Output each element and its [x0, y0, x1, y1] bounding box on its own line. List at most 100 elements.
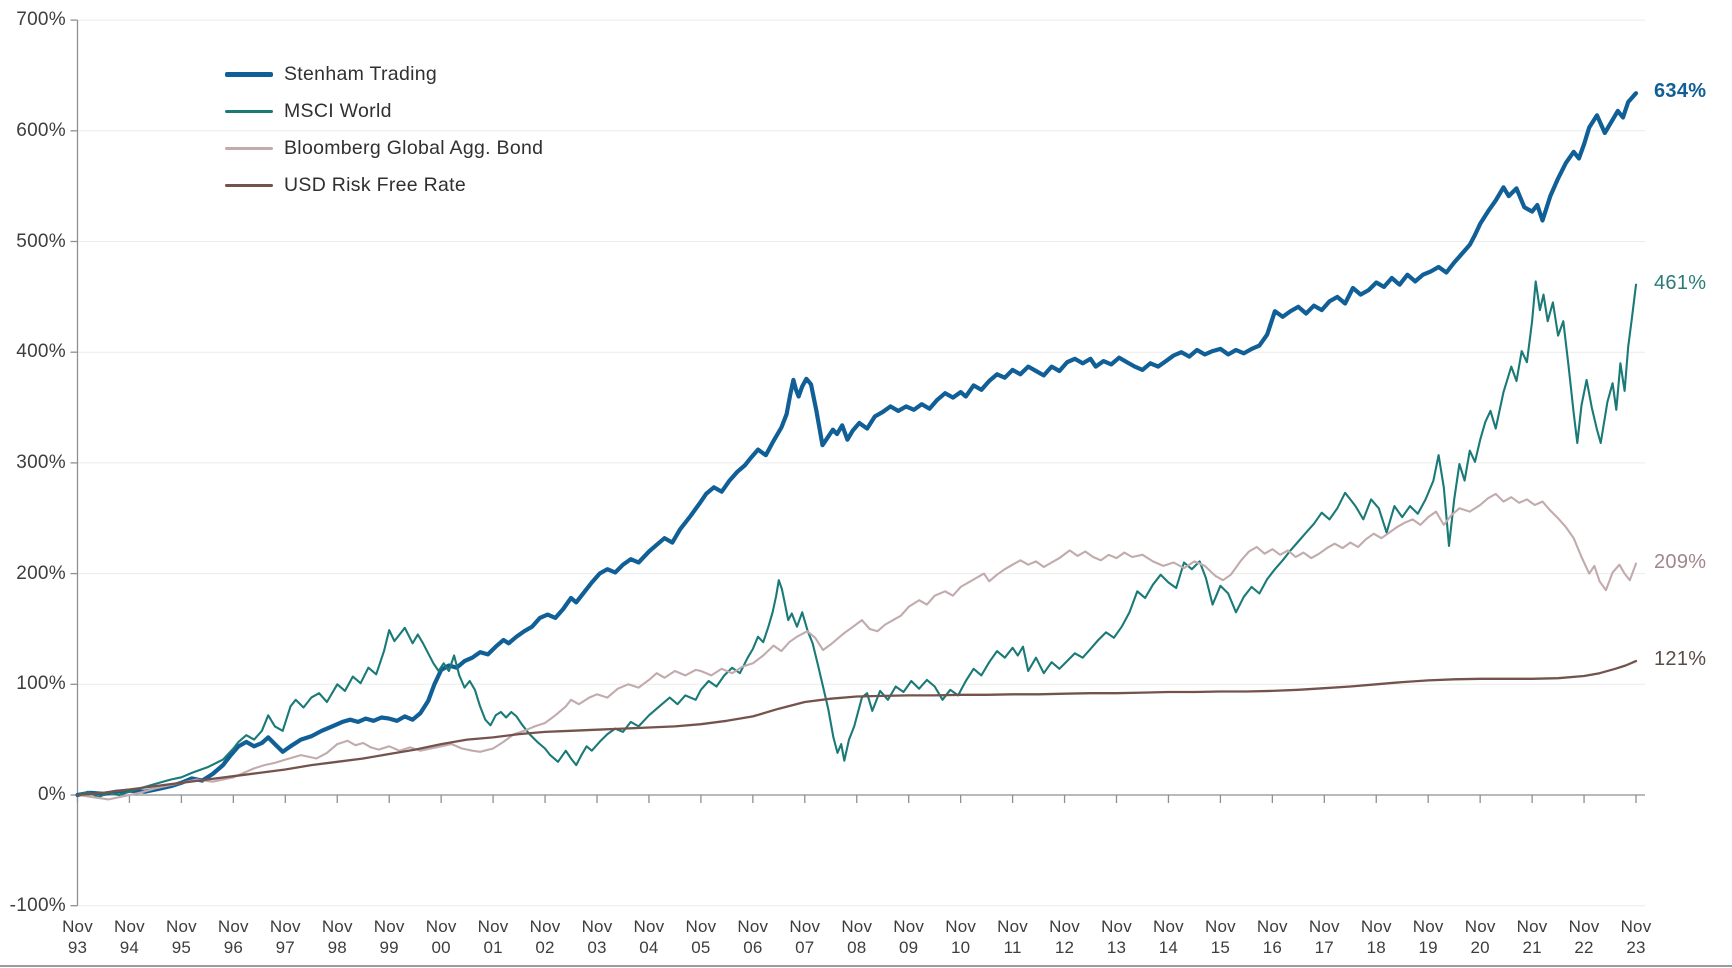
x-tick-month: Nov — [321, 917, 353, 936]
x-tick-year: 17 — [1314, 938, 1334, 957]
x-tick-year: 16 — [1262, 938, 1282, 957]
x-tick-label: Nov 93 — [50, 916, 106, 958]
x-tick-label: Nov 14 — [1140, 916, 1196, 958]
legend-item-stenham-trading: Stenham Trading — [225, 56, 543, 93]
series-line-bloomberg-global-agg-bond — [76, 492, 1638, 801]
x-tick-month: Nov — [581, 917, 613, 936]
x-tick-label: Nov 99 — [361, 916, 417, 958]
legend: Stenham Trading MSCI World Bloomberg Globa… — [225, 56, 543, 204]
x-tick-year: 05 — [691, 938, 711, 957]
x-tick-year: 00 — [431, 938, 451, 957]
y-tick-label: 600% — [16, 119, 66, 141]
x-tick-year: 19 — [1418, 938, 1438, 957]
x-tick-month: Nov — [114, 917, 145, 936]
x-tick-month: Nov — [945, 917, 977, 936]
legend-swatch-usd-risk-free-rate — [225, 184, 273, 187]
x-tick-year: 10 — [950, 938, 971, 957]
series-line-msci-world — [76, 280, 1638, 799]
x-tick-month: Nov — [633, 917, 665, 936]
x-tick-month: Nov — [1049, 917, 1080, 936]
x-tick-year: 06 — [743, 938, 763, 957]
series-line-usd-risk-free-rate — [76, 659, 1638, 797]
x-tick-year: 01 — [483, 938, 503, 957]
series-line-stenham-trading — [75, 91, 1639, 798]
x-tick-month: Nov — [373, 917, 405, 936]
x-tick-year: 21 — [1522, 938, 1542, 957]
x-tick-year: 04 — [639, 938, 659, 957]
x-tick-label: Nov 02 — [517, 916, 573, 958]
y-tick-label: 100% — [16, 673, 66, 695]
y-tick-label: 300% — [16, 451, 66, 473]
x-tick-label: Nov 13 — [1089, 916, 1145, 958]
x-tick-month: Nov — [1568, 917, 1600, 936]
series-end-label-usd-risk-free-rate: 121% — [1654, 648, 1707, 671]
x-tick-label: Nov 19 — [1400, 916, 1456, 958]
x-tick-label: Nov 17 — [1296, 916, 1352, 958]
series-end-label-stenham-trading: 634% — [1654, 80, 1707, 103]
x-tick-year: 03 — [587, 938, 607, 957]
x-tick-label: Nov 18 — [1348, 916, 1404, 958]
y-tick-label: 200% — [16, 562, 66, 584]
x-tick-year: 20 — [1470, 938, 1490, 957]
x-tick-month: Nov — [1360, 917, 1392, 936]
x-tick-year: 98 — [327, 938, 347, 957]
x-tick-label: Nov 98 — [309, 916, 365, 958]
x-tick-month: Nov — [841, 917, 873, 936]
x-tick-label: Nov 96 — [205, 916, 261, 958]
x-tick-label: Nov 12 — [1037, 916, 1093, 958]
x-tick-year: 14 — [1158, 938, 1179, 957]
legend-label: USD Risk Free Rate — [284, 174, 467, 196]
x-tick-month: Nov — [1308, 917, 1340, 936]
y-tick-label: 700% — [16, 9, 66, 31]
y-tick-label: 0% — [37, 784, 66, 805]
x-tick-year: 15 — [1210, 938, 1231, 957]
bottom-divider — [0, 965, 1732, 967]
x-tick-label: Nov 22 — [1556, 916, 1612, 958]
x-tick-label: Nov 09 — [881, 916, 937, 958]
x-tick-year: 11 — [1003, 938, 1022, 957]
legend-swatch-stenham-trading — [225, 72, 273, 77]
x-tick-label: Nov 21 — [1504, 916, 1560, 958]
x-tick-label: Nov 15 — [1192, 916, 1248, 958]
legend-item-usd-risk-free-rate: USD Risk Free Rate — [225, 167, 543, 204]
x-tick-label: Nov 94 — [101, 916, 157, 958]
legend-label: Bloomberg Global Agg. Bond — [284, 137, 544, 159]
x-tick-label: Nov 08 — [829, 916, 885, 958]
x-tick-month: Nov — [737, 917, 769, 936]
x-tick-year: 09 — [899, 938, 919, 957]
x-tick-month: Nov — [1412, 917, 1444, 936]
x-tick-month: Nov — [1256, 917, 1288, 936]
x-tick-year: 96 — [223, 938, 243, 957]
x-tick-month: Nov — [62, 917, 93, 936]
x-tick-year: 08 — [847, 938, 867, 957]
x-tick-year: 18 — [1366, 938, 1386, 957]
x-tick-label: Nov 97 — [257, 916, 313, 958]
x-tick-month: Nov — [1204, 917, 1236, 936]
legend-label: MSCI World — [284, 100, 392, 122]
x-tick-month: Nov — [1620, 917, 1652, 936]
x-tick-year: 02 — [535, 938, 555, 957]
x-tick-year: 12 — [1054, 938, 1075, 957]
x-tick-month: Nov — [1101, 917, 1132, 936]
x-tick-month: Nov — [1516, 917, 1548, 936]
x-tick-label: Nov 16 — [1244, 916, 1300, 958]
x-tick-year: 23 — [1626, 938, 1646, 957]
legend-item-msci-world: MSCI World — [225, 93, 543, 130]
y-tick-label: 400% — [16, 341, 66, 363]
x-tick-label: Nov 03 — [569, 916, 625, 958]
y-axis — [70, 19, 79, 907]
series-end-label-msci-world: 461% — [1654, 271, 1707, 294]
x-tick-label: Nov 20 — [1452, 916, 1508, 958]
x-tick-label: Nov 23 — [1608, 916, 1664, 958]
legend-item-bloomberg-global-agg-bond: Bloomberg Global Agg. Bond — [225, 130, 543, 167]
x-tick-label: Nov 04 — [621, 916, 677, 958]
y-tick-label: -100% — [9, 894, 66, 916]
x-tick-label: Nov 11 — [985, 916, 1041, 958]
x-tick-month: Nov — [789, 917, 821, 936]
x-tick-month: Nov — [425, 917, 457, 936]
x-tick-year: 94 — [119, 938, 140, 957]
x-tick-month: Nov — [217, 917, 249, 936]
x-tick-month: Nov — [893, 917, 925, 936]
